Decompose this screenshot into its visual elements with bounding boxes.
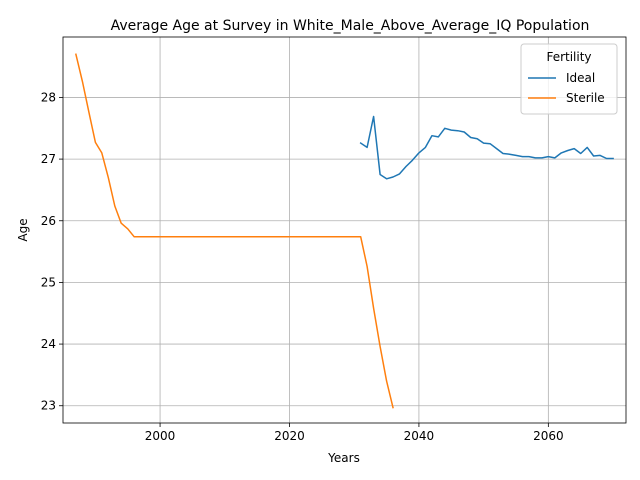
y-axis-ticks: 23 24 25 26 27 28 bbox=[41, 90, 63, 413]
legend-label-ideal: Ideal bbox=[566, 71, 595, 85]
y-tick-label: 24 bbox=[41, 337, 56, 351]
y-axis-label: Age bbox=[16, 218, 30, 241]
x-tick-label: 2060 bbox=[533, 429, 564, 443]
series-layer bbox=[74, 53, 614, 409]
legend-label-sterile: Sterile bbox=[566, 91, 605, 105]
x-tick-label: 2000 bbox=[145, 429, 176, 443]
series-line-ideal bbox=[359, 115, 614, 180]
x-axis-ticks: 2000 2020 2040 2060 bbox=[145, 423, 564, 443]
x-tick-label: 2020 bbox=[274, 429, 305, 443]
legend-box bbox=[520, 43, 618, 115]
y-tick-label: 23 bbox=[41, 399, 56, 413]
x-axis-label: Years bbox=[327, 451, 360, 465]
y-tick-label: 27 bbox=[41, 152, 56, 166]
chart-title: Average Age at Survey in White_Male_Abov… bbox=[111, 18, 590, 34]
y-tick-label: 25 bbox=[41, 275, 56, 289]
series-line-sterile bbox=[74, 53, 394, 409]
plot-frame bbox=[62, 36, 627, 424]
y-tick-label: 28 bbox=[41, 90, 56, 104]
x-tick-label: 2040 bbox=[404, 429, 435, 443]
legend: Fertility Ideal Sterile bbox=[520, 43, 618, 115]
legend-title: Fertility bbox=[546, 50, 591, 64]
y-tick-label: 26 bbox=[41, 214, 56, 228]
